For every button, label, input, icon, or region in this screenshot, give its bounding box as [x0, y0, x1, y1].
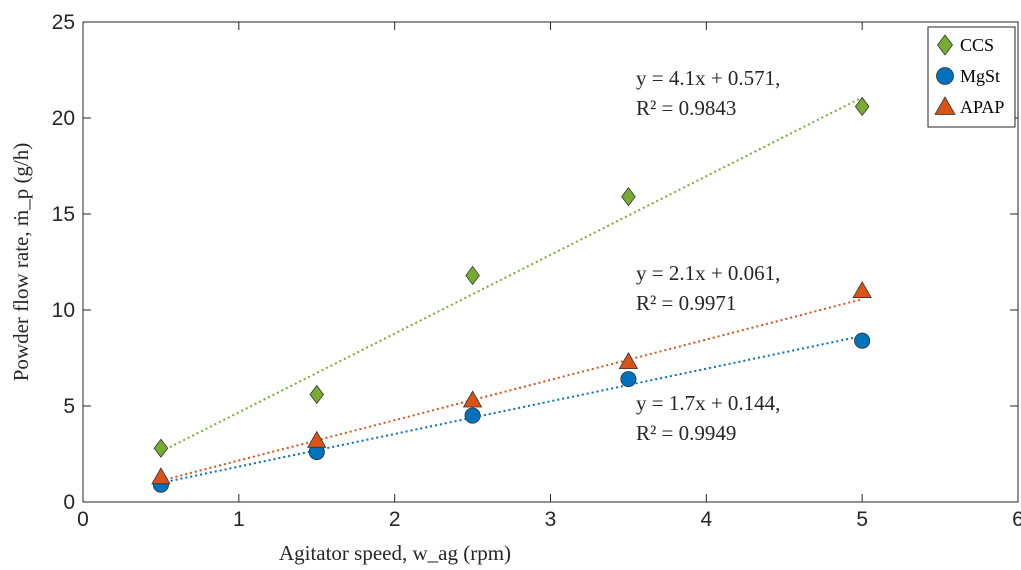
- x-tick-label: 1: [233, 508, 245, 531]
- x-tick-label: 2: [389, 508, 401, 531]
- point: [309, 384, 324, 405]
- legend-label: MgSt: [960, 66, 1000, 86]
- y-tick-label: 5: [63, 395, 75, 418]
- y-tick-label: 15: [52, 203, 75, 226]
- legend-label: APAP: [960, 97, 1004, 117]
- trend-line: [160, 96, 863, 453]
- legend-marker: [936, 67, 954, 85]
- legend-marker: [937, 34, 953, 56]
- point: [620, 371, 637, 388]
- y-tick-label: 20: [52, 107, 75, 130]
- point: [854, 332, 871, 349]
- y-tick-label: 25: [52, 11, 75, 34]
- x-tick-label: 6: [1012, 508, 1021, 531]
- y-axis-label: Powder flow rate, ṁ_p (g/h): [9, 143, 33, 382]
- legend-marker: [934, 96, 956, 115]
- point: [151, 467, 171, 485]
- x-tick-label: 3: [545, 508, 557, 531]
- plot-area: [82, 21, 1019, 503]
- fit-annotation: y = 1.7x + 0.144,: [636, 391, 780, 415]
- point: [621, 187, 636, 207]
- fit-annotation: y = 4.1x + 0.571,: [636, 66, 780, 90]
- x-tick-label: 4: [700, 508, 712, 531]
- point: [464, 407, 481, 424]
- legend-label: CCS: [960, 35, 994, 55]
- fit-annotation: R² = 0.9949: [636, 421, 736, 445]
- y-tick-label: 10: [52, 299, 75, 322]
- point: [465, 265, 480, 286]
- x-tick-label: 0: [77, 508, 89, 531]
- point: [854, 96, 870, 117]
- y-tick-label: 0: [63, 491, 75, 514]
- fit-annotation: R² = 0.9843: [636, 96, 736, 120]
- point: [153, 438, 169, 458]
- fit-annotation: y = 2.1x + 0.061,: [636, 261, 780, 285]
- x-tick-label: 5: [856, 508, 868, 531]
- point: [852, 280, 872, 298]
- legend: CCS MgSt APAP: [927, 26, 1016, 128]
- fit-annotation: R² = 0.9971: [636, 291, 736, 315]
- point: [618, 352, 639, 369]
- point: [462, 390, 483, 408]
- point: [307, 430, 327, 448]
- trend-line: [160, 298, 863, 482]
- x-axis-label: Agitator speed, w_ag (rpm): [279, 541, 511, 565]
